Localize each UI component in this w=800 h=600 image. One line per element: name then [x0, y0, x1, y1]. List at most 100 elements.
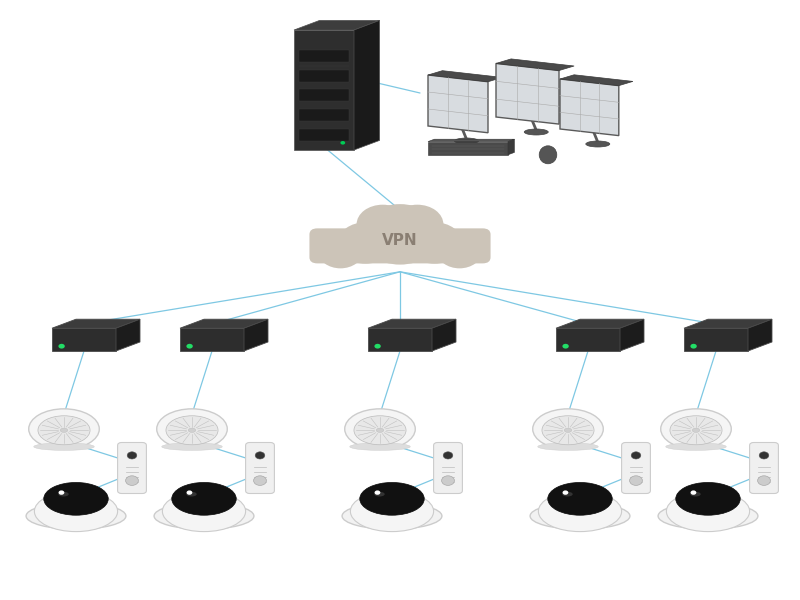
Ellipse shape: [350, 491, 434, 532]
Ellipse shape: [661, 409, 731, 449]
Ellipse shape: [360, 482, 424, 515]
FancyBboxPatch shape: [246, 443, 274, 493]
Ellipse shape: [345, 409, 415, 449]
Ellipse shape: [34, 443, 94, 451]
Polygon shape: [620, 319, 644, 351]
Circle shape: [357, 205, 409, 244]
FancyBboxPatch shape: [310, 229, 490, 263]
Ellipse shape: [690, 492, 701, 497]
Ellipse shape: [29, 409, 99, 449]
Ellipse shape: [530, 503, 630, 529]
FancyBboxPatch shape: [622, 443, 650, 493]
Polygon shape: [556, 328, 620, 351]
Polygon shape: [496, 59, 574, 71]
Polygon shape: [354, 20, 380, 150]
Polygon shape: [560, 79, 619, 136]
FancyBboxPatch shape: [750, 443, 778, 493]
Polygon shape: [294, 30, 354, 150]
Circle shape: [58, 490, 64, 495]
Ellipse shape: [374, 492, 385, 497]
Ellipse shape: [188, 428, 196, 433]
Polygon shape: [299, 70, 349, 82]
FancyBboxPatch shape: [434, 443, 462, 493]
Polygon shape: [428, 139, 514, 142]
Ellipse shape: [692, 428, 700, 433]
Ellipse shape: [34, 491, 118, 532]
Circle shape: [338, 222, 393, 264]
Ellipse shape: [342, 503, 442, 529]
Circle shape: [758, 476, 770, 485]
Polygon shape: [116, 319, 140, 351]
Ellipse shape: [564, 428, 572, 433]
Polygon shape: [299, 109, 349, 121]
Ellipse shape: [26, 503, 126, 529]
Circle shape: [442, 476, 454, 485]
Ellipse shape: [157, 409, 227, 449]
Ellipse shape: [666, 491, 750, 532]
Polygon shape: [244, 319, 268, 351]
Ellipse shape: [586, 141, 610, 147]
Polygon shape: [52, 328, 116, 351]
Circle shape: [438, 235, 482, 268]
Text: VPN: VPN: [382, 233, 418, 248]
Circle shape: [127, 452, 137, 459]
Circle shape: [443, 452, 453, 459]
Polygon shape: [180, 328, 244, 351]
Ellipse shape: [542, 416, 594, 445]
Polygon shape: [748, 319, 772, 351]
Ellipse shape: [539, 146, 557, 164]
Ellipse shape: [376, 428, 384, 433]
Circle shape: [630, 476, 642, 485]
Circle shape: [690, 490, 696, 495]
Ellipse shape: [58, 492, 69, 497]
Polygon shape: [496, 64, 559, 124]
Ellipse shape: [162, 491, 246, 532]
Polygon shape: [428, 71, 502, 82]
Ellipse shape: [38, 416, 90, 445]
Polygon shape: [299, 89, 349, 101]
Polygon shape: [299, 129, 349, 141]
Polygon shape: [299, 50, 349, 62]
Circle shape: [254, 476, 266, 485]
Circle shape: [374, 344, 381, 349]
Polygon shape: [684, 328, 748, 351]
Ellipse shape: [354, 416, 406, 445]
Circle shape: [631, 452, 641, 459]
Circle shape: [186, 490, 192, 495]
Ellipse shape: [538, 491, 622, 532]
Circle shape: [374, 490, 380, 495]
Ellipse shape: [658, 503, 758, 529]
Polygon shape: [52, 319, 140, 328]
Circle shape: [690, 344, 697, 349]
Ellipse shape: [533, 409, 603, 449]
Circle shape: [341, 141, 346, 145]
Polygon shape: [428, 142, 508, 155]
FancyBboxPatch shape: [118, 443, 146, 493]
Ellipse shape: [548, 482, 612, 515]
Circle shape: [562, 344, 569, 349]
Circle shape: [318, 235, 362, 268]
Circle shape: [186, 344, 193, 349]
Polygon shape: [432, 319, 456, 351]
Ellipse shape: [538, 443, 598, 451]
Polygon shape: [556, 319, 644, 328]
Ellipse shape: [186, 492, 197, 497]
Ellipse shape: [524, 129, 548, 135]
Ellipse shape: [676, 482, 740, 515]
Polygon shape: [428, 75, 488, 133]
Ellipse shape: [166, 416, 218, 445]
Ellipse shape: [562, 492, 573, 497]
Polygon shape: [368, 319, 456, 328]
Polygon shape: [560, 75, 633, 86]
Circle shape: [360, 204, 440, 265]
Polygon shape: [294, 20, 380, 30]
Circle shape: [255, 452, 265, 459]
Polygon shape: [508, 139, 514, 155]
Circle shape: [562, 490, 568, 495]
Ellipse shape: [154, 503, 254, 529]
Ellipse shape: [44, 482, 108, 515]
Ellipse shape: [162, 443, 222, 451]
Polygon shape: [180, 319, 268, 328]
Polygon shape: [368, 328, 432, 351]
Ellipse shape: [454, 138, 478, 144]
